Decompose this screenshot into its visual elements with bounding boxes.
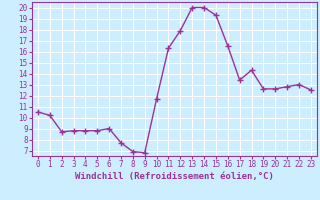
X-axis label: Windchill (Refroidissement éolien,°C): Windchill (Refroidissement éolien,°C) [75,172,274,181]
